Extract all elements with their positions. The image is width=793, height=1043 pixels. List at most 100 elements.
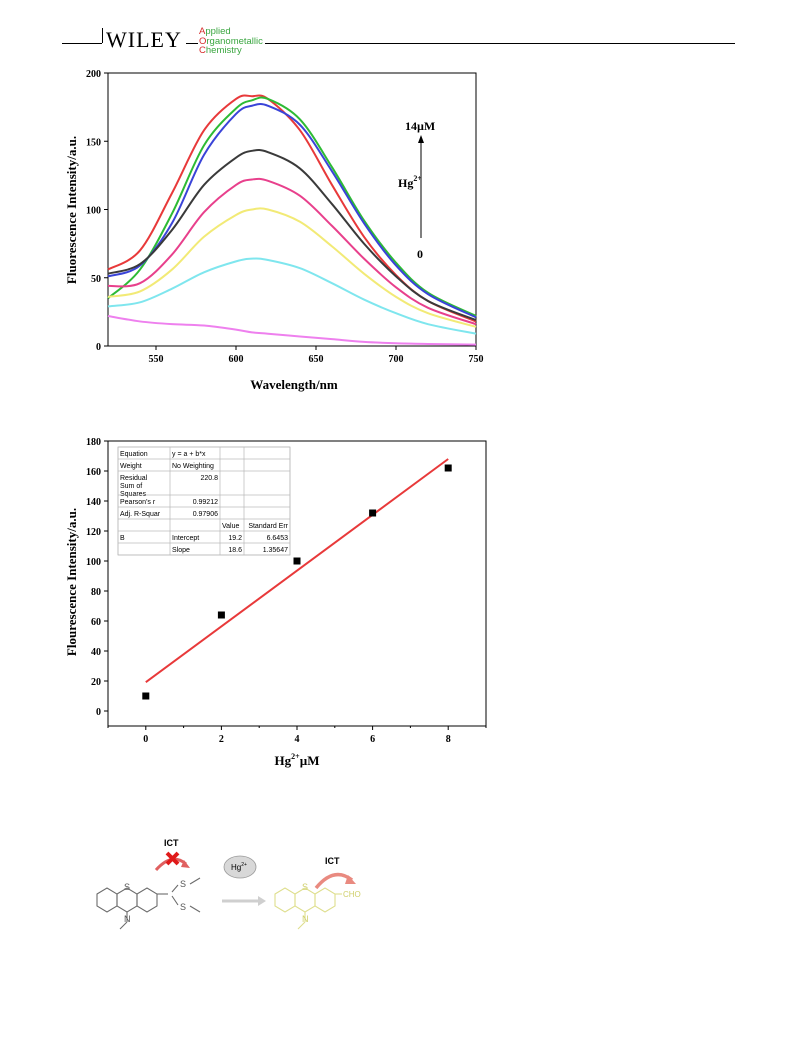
chart2-points xyxy=(142,464,452,700)
fit-stats-table: Equation y = a + b*x Weight No Weighting Res… xyxy=(117,446,291,556)
stats-table-text: Pearson's r xyxy=(120,499,156,506)
stats-table-text: 220.8 xyxy=(200,475,218,482)
stats-table-text: No Weighting xyxy=(172,463,214,470)
chart1-x-tick-label: 700 xyxy=(389,354,404,365)
stats-table-text: 18.6 xyxy=(228,547,242,554)
header-tick xyxy=(102,28,103,43)
svg-text:N: N xyxy=(302,914,309,924)
chart1-series-line-2 xyxy=(107,96,477,317)
journal-line-3: Chemistry xyxy=(199,45,242,57)
svg-text:N: N xyxy=(124,914,131,924)
right-molecule xyxy=(274,887,342,930)
chart1-y-tick-label: 150 xyxy=(86,137,101,148)
chart2-y-tick-label: 80 xyxy=(91,587,101,598)
chart1-y-axis-label: Fluorescence Intensity/a.u. xyxy=(64,136,79,284)
journal-header: WILEY Applied Organometallic Chemistry xyxy=(0,0,793,60)
journal-line-1: Applied xyxy=(199,26,231,37)
hg-reagent-badge: Hg2+ xyxy=(223,855,257,879)
stats-table-text: Intercept xyxy=(172,535,199,542)
stats-table-cell xyxy=(243,542,291,556)
annotation-bottom: 0 xyxy=(417,247,423,261)
concentration-annotation: 14µM Hg2+ 0 xyxy=(398,119,435,261)
stats-table-text: Slope xyxy=(172,547,190,554)
chart2-x-tick-label: 0 xyxy=(143,734,148,745)
right-molecule-atoms: S N CHO xyxy=(302,882,361,924)
annotation-top: 14µM xyxy=(405,119,435,133)
logo-dash xyxy=(186,43,198,44)
chart1-y-tick-label: 200 xyxy=(86,69,101,80)
ict-label-left: ICT xyxy=(164,838,179,848)
chart1-x-tick-label: 550 xyxy=(149,354,164,365)
stats-table-text: Residual Sum of Squares xyxy=(120,475,148,498)
linear-fit-line xyxy=(145,458,449,684)
chart2-y-tick-label: 40 xyxy=(91,647,101,658)
stats-table-text: Standard Err xyxy=(248,523,288,530)
chart1-series-line-8 xyxy=(107,314,477,346)
svg-text:S: S xyxy=(180,879,186,889)
chart1-y-tick-label: 0 xyxy=(96,342,101,353)
stats-table-text: 0.99212 xyxy=(193,499,218,506)
chart1-y-tick-label: 50 xyxy=(91,274,101,285)
stats-table-text: 1.35647 xyxy=(263,547,288,554)
svg-text:Hg2+: Hg2+ xyxy=(231,862,247,872)
chart1-x-tick-label: 600 xyxy=(229,354,244,365)
chart1-series-line-6 xyxy=(107,207,477,328)
stats-table-text: Weight xyxy=(120,463,142,470)
header-rule-left xyxy=(62,43,102,44)
journal-title: Applied Organometallic Chemistry xyxy=(199,27,263,56)
svg-text:S: S xyxy=(180,902,186,912)
stats-table-frame xyxy=(117,446,291,556)
ict-label-right: ICT xyxy=(325,856,340,866)
chart2-x-tick-label: 2 xyxy=(219,734,224,745)
chart1-x-tick-label: 650 xyxy=(309,354,324,365)
chart2-x-tick-label: 4 xyxy=(295,734,300,745)
header-rule-right xyxy=(265,43,735,44)
publisher-logo: WILEY xyxy=(106,27,182,52)
chart1-series xyxy=(107,94,477,346)
chart2-y-tick-label: 20 xyxy=(91,677,101,688)
chart2-y-tick-label: 180 xyxy=(86,437,101,448)
chart2-y-tick-label: 140 xyxy=(86,497,101,508)
data-point xyxy=(217,611,225,619)
fluorescence-spectra-chart: 550 600 650 700 750 0 50 100 150 200 Wavelength/n… xyxy=(64,69,484,392)
data-point xyxy=(444,464,452,472)
stats-table-text: Adj. R-Squar xyxy=(120,511,161,518)
chart2-y-axis-label: Flourescence Intensity/a.u. xyxy=(64,508,79,656)
chart1-x-tick-label: 750 xyxy=(469,354,484,365)
chart1-series-line-3 xyxy=(107,103,477,319)
stats-table-text: 19.2 xyxy=(228,535,242,542)
chart1-series-line-7 xyxy=(107,257,477,335)
stats-table-text: 0.97906 xyxy=(193,511,218,518)
reaction-arrow xyxy=(222,896,266,906)
data-point xyxy=(293,557,301,565)
chart2-y-tick-label: 60 xyxy=(91,617,101,628)
left-molecule xyxy=(96,877,201,930)
active-ict-icon xyxy=(314,872,356,890)
chart1-y-tick-label: 100 xyxy=(86,206,101,217)
svg-text:CHO: CHO xyxy=(343,890,361,899)
reaction-scheme: S N S S ICT Hg2+ S N CHO ICT xyxy=(96,838,361,930)
chart2-y-tick-label: 0 xyxy=(96,707,101,718)
chart2-x-tick-label: 8 xyxy=(446,734,451,745)
stats-table-text: Value xyxy=(222,523,239,530)
data-point xyxy=(369,509,377,517)
stats-table-text: 6.6453 xyxy=(267,535,289,542)
stats-table-text: y = a + b*x xyxy=(172,451,206,458)
data-point xyxy=(142,692,150,700)
chart2-y-tick-label: 120 xyxy=(86,527,101,538)
chart2-y-tick-label: 100 xyxy=(86,557,101,568)
chart2-y-tick-label: 160 xyxy=(86,467,101,478)
annotation-label: Hg2+ xyxy=(398,174,422,190)
chart1-ticks: 550 600 650 700 750 0 50 100 150 200 xyxy=(86,69,484,365)
chart1-series-line-4 xyxy=(107,149,477,321)
chart1-x-axis-label: Wavelength/nm xyxy=(250,377,338,392)
svg-text:S: S xyxy=(124,882,130,892)
svg-text:S: S xyxy=(302,882,308,892)
chart2-fit-line xyxy=(145,458,449,684)
journal-line-2: Organometallic xyxy=(199,35,263,47)
stats-table-text: Equation xyxy=(120,451,148,458)
chart2-x-axis-label: Hg2+µM xyxy=(275,752,320,768)
blocked-ict-icon xyxy=(154,851,190,872)
